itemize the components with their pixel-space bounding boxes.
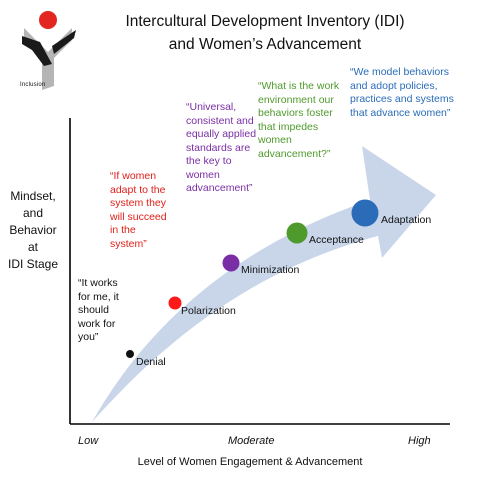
y-axis-label-line: Mindset, bbox=[10, 189, 56, 203]
stage-dot-polarization bbox=[168, 296, 182, 310]
quote-line: system” bbox=[110, 237, 147, 250]
quote-line: consistent and bbox=[186, 114, 254, 127]
y-axis-label-line: IDI Stage bbox=[7, 257, 59, 271]
quote-line: “It works bbox=[78, 277, 118, 289]
logo-text: Inclusion bbox=[20, 82, 46, 88]
inclusion-logo bbox=[22, 11, 76, 90]
quote-line: environment our bbox=[258, 93, 334, 106]
quote-line: in the bbox=[110, 224, 136, 236]
quote-line: “If women bbox=[110, 170, 157, 182]
stage-label-minimization: Minimization bbox=[241, 264, 300, 276]
quote-polarization: “If women adapt to the system they will … bbox=[110, 170, 167, 251]
y-axis-label-line: Behavior bbox=[9, 223, 57, 237]
quote-line: you” bbox=[78, 331, 99, 343]
logo-black-swoosh bbox=[22, 36, 52, 66]
x-tick-moderate: Moderate bbox=[228, 435, 275, 447]
quote-line: behaviors foster bbox=[258, 107, 333, 119]
quote-line: that advance women” bbox=[350, 106, 451, 119]
quote-line: that impedes bbox=[258, 120, 319, 133]
quote-line: women bbox=[186, 168, 220, 181]
stage-dot-adaptation bbox=[351, 199, 379, 227]
quote-acceptance: “What is the work environment our behavi… bbox=[258, 80, 339, 161]
quote-line: women bbox=[258, 134, 292, 146]
quote-line: will succeed bbox=[110, 210, 167, 223]
quote-denial: “It works for me, it should work for you… bbox=[78, 277, 119, 345]
stage-label-adaptation: Adaptation bbox=[381, 214, 432, 226]
x-tick-high: High bbox=[408, 435, 431, 447]
logo-red-dot bbox=[39, 11, 57, 29]
logo-black-arm bbox=[52, 30, 76, 54]
stage-dot-acceptance bbox=[286, 222, 308, 244]
quote-adaptation: “We model behaviors and adopt policies, … bbox=[350, 66, 454, 120]
stage-dot-minimization bbox=[222, 254, 240, 272]
title-line-1: Intercultural Development Inventory (IDI… bbox=[125, 13, 405, 30]
quote-line: for me, it bbox=[78, 290, 119, 303]
quote-line: adapt to the bbox=[110, 183, 166, 196]
title-line-2: and Women’s Advancement bbox=[168, 36, 362, 53]
x-axis-label: Level of Women Engagement & Advancement bbox=[137, 456, 363, 468]
quote-line: advancement” bbox=[186, 182, 253, 194]
quote-line: work for bbox=[78, 317, 116, 330]
y-axis-label-line: at bbox=[27, 240, 38, 254]
quote-line: should bbox=[78, 304, 109, 316]
quote-minimization: “Universal, consistent and equally appli… bbox=[186, 101, 256, 196]
quote-line: “Universal, bbox=[186, 101, 237, 113]
quote-line: the key to bbox=[186, 155, 232, 167]
logo-gray-stem bbox=[42, 58, 54, 90]
y-axis-label-line: and bbox=[22, 206, 44, 220]
stage-dot-denial bbox=[126, 350, 134, 358]
quote-line: “What is the work bbox=[258, 80, 340, 92]
quote-line: practices and systems bbox=[350, 93, 454, 105]
x-tick-low: Low bbox=[78, 435, 99, 447]
stage-label-acceptance: Acceptance bbox=[309, 234, 364, 246]
quote-line: advancement?” bbox=[258, 147, 331, 160]
growth-arrow bbox=[92, 146, 436, 422]
quote-line: standards are bbox=[186, 141, 251, 154]
stage-label-denial: Denial bbox=[136, 356, 166, 368]
stage-label-polarization: Polarization bbox=[181, 305, 236, 317]
y-axis-label: Mindset, and Behavior at IDI Stage bbox=[4, 188, 62, 273]
quote-line: system they bbox=[110, 197, 167, 209]
quote-line: and adopt policies, bbox=[350, 79, 438, 92]
quote-line: equally applied bbox=[186, 128, 257, 140]
quote-line: “We model behaviors bbox=[350, 66, 450, 78]
